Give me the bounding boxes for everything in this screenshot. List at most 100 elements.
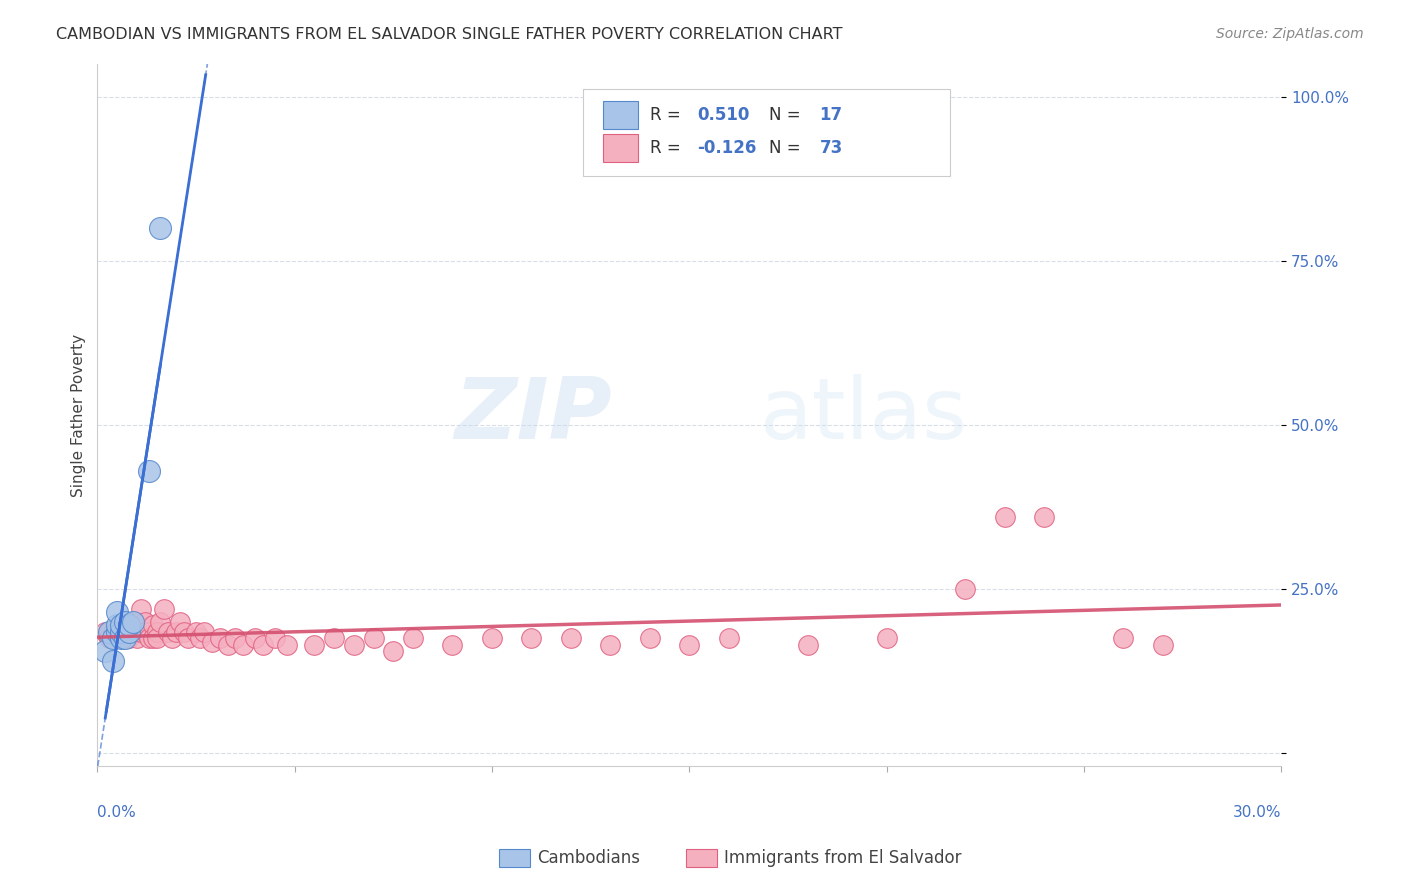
Point xyxy=(129,624,152,639)
Point xyxy=(114,624,136,639)
Point xyxy=(481,632,503,646)
Point xyxy=(138,464,160,478)
Point xyxy=(110,632,132,646)
Point xyxy=(118,624,141,639)
Point xyxy=(638,632,661,646)
Point xyxy=(173,624,195,639)
Point xyxy=(188,632,211,646)
Point xyxy=(114,615,136,629)
Point xyxy=(323,632,346,646)
Point xyxy=(441,638,464,652)
Point xyxy=(138,632,160,646)
Point xyxy=(142,618,165,632)
Point xyxy=(125,624,148,639)
Point xyxy=(105,618,128,632)
Point xyxy=(110,624,132,639)
Point xyxy=(138,624,160,639)
Point xyxy=(717,632,740,646)
FancyBboxPatch shape xyxy=(582,88,949,177)
Point xyxy=(105,624,128,639)
Point xyxy=(201,634,224,648)
Point xyxy=(599,638,621,652)
Point xyxy=(208,632,231,646)
Point xyxy=(118,624,141,639)
Point xyxy=(217,638,239,652)
Point xyxy=(114,624,136,639)
Point xyxy=(105,605,128,619)
Point xyxy=(105,624,128,639)
Point xyxy=(94,644,117,658)
Point xyxy=(165,624,187,639)
Point xyxy=(149,221,172,235)
Point xyxy=(110,624,132,639)
Point xyxy=(177,632,200,646)
Point xyxy=(232,638,254,652)
Text: 73: 73 xyxy=(820,139,842,157)
Point xyxy=(1112,632,1135,646)
Point xyxy=(98,624,121,639)
Point xyxy=(876,632,898,646)
Point xyxy=(157,624,180,639)
Text: 0.0%: 0.0% xyxy=(97,805,136,820)
Point xyxy=(994,509,1017,524)
Point xyxy=(184,624,207,639)
Point xyxy=(98,624,121,639)
Point xyxy=(121,624,143,639)
FancyBboxPatch shape xyxy=(603,135,638,162)
Point xyxy=(145,624,167,639)
Point xyxy=(118,618,141,632)
Point xyxy=(560,632,582,646)
Point xyxy=(1152,638,1174,652)
Point xyxy=(98,632,121,646)
Text: atlas: atlas xyxy=(761,374,969,457)
Point xyxy=(153,601,176,615)
Point xyxy=(118,632,141,646)
Point xyxy=(121,615,143,629)
Point xyxy=(264,632,287,646)
FancyBboxPatch shape xyxy=(603,101,638,128)
Point xyxy=(129,601,152,615)
Point xyxy=(145,632,167,646)
Point xyxy=(149,615,172,629)
Text: ZIP: ZIP xyxy=(454,374,612,457)
Point xyxy=(94,624,117,639)
Point xyxy=(118,624,141,639)
Point xyxy=(114,632,136,646)
Text: Source: ZipAtlas.com: Source: ZipAtlas.com xyxy=(1216,27,1364,41)
Point xyxy=(276,638,298,652)
Text: -0.126: -0.126 xyxy=(697,139,756,157)
Point xyxy=(110,624,132,639)
Point xyxy=(520,632,543,646)
Text: 17: 17 xyxy=(820,105,842,124)
Point xyxy=(363,632,385,646)
Point xyxy=(125,632,148,646)
Text: N =: N = xyxy=(769,105,806,124)
Point xyxy=(134,615,156,629)
Text: R =: R = xyxy=(650,139,686,157)
Point xyxy=(304,638,326,652)
Point xyxy=(110,618,132,632)
Point xyxy=(101,624,124,639)
Text: CAMBODIAN VS IMMIGRANTS FROM EL SALVADOR SINGLE FATHER POVERTY CORRELATION CHART: CAMBODIAN VS IMMIGRANTS FROM EL SALVADOR… xyxy=(56,27,842,42)
Text: N =: N = xyxy=(769,139,806,157)
Point xyxy=(101,654,124,668)
Point xyxy=(125,624,148,639)
Point xyxy=(101,632,124,646)
Point xyxy=(162,632,184,646)
Point xyxy=(121,615,143,629)
Point xyxy=(134,624,156,639)
Point xyxy=(169,615,191,629)
Point xyxy=(105,632,128,646)
Point xyxy=(1033,509,1056,524)
Point xyxy=(402,632,425,646)
Point xyxy=(678,638,700,652)
Y-axis label: Single Father Poverty: Single Father Poverty xyxy=(72,334,86,497)
Point xyxy=(224,632,246,646)
Point xyxy=(114,632,136,646)
Text: 0.510: 0.510 xyxy=(697,105,749,124)
Point xyxy=(101,632,124,646)
Point xyxy=(243,632,266,646)
Point xyxy=(105,624,128,639)
Point xyxy=(955,582,977,596)
Text: Immigrants from El Salvador: Immigrants from El Salvador xyxy=(724,849,962,867)
